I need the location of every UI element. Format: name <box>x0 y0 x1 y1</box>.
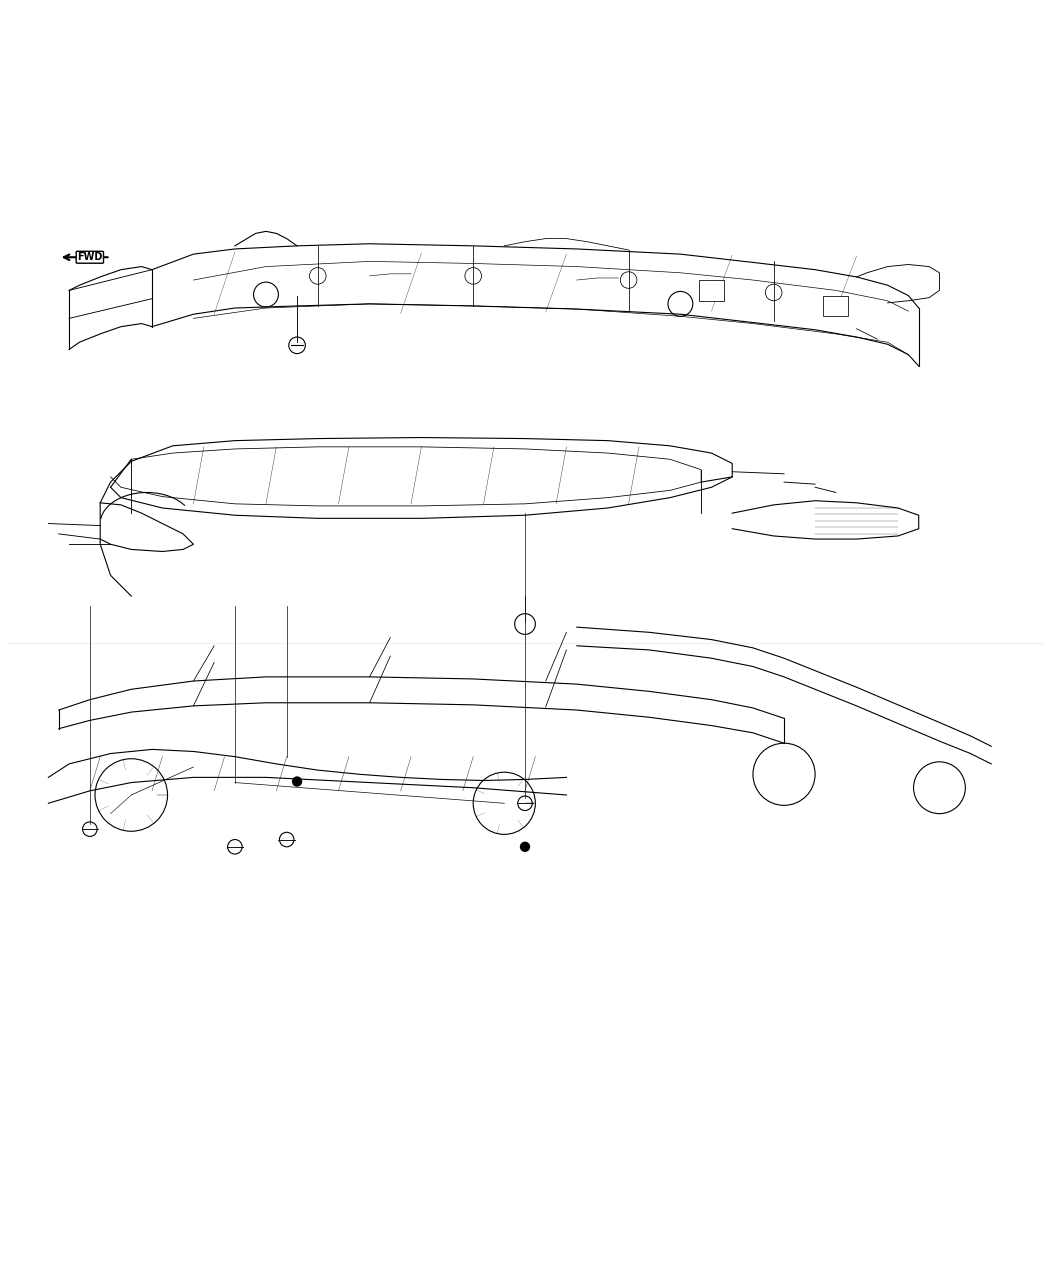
Circle shape <box>292 776 302 787</box>
Bar <box>699 280 723 301</box>
Circle shape <box>520 842 530 852</box>
Bar <box>823 296 848 316</box>
Text: FWD: FWD <box>77 252 103 263</box>
